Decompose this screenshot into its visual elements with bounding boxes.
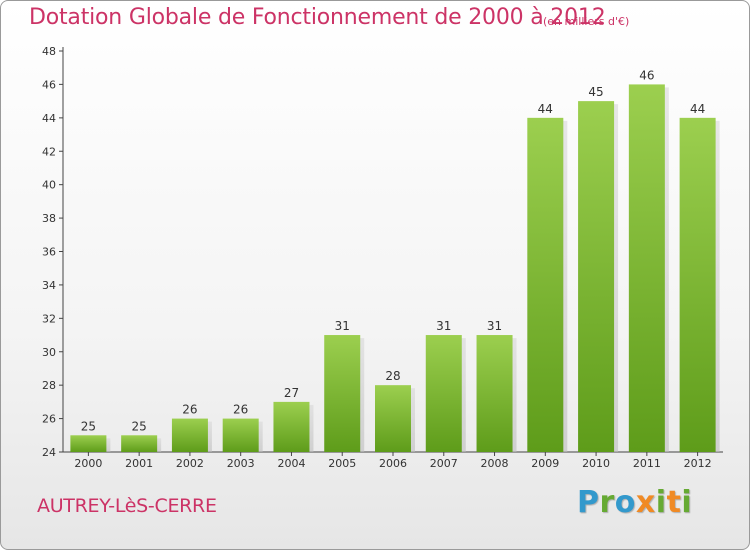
bar-value-label: 26	[233, 403, 248, 417]
bar-value-label: 46	[639, 68, 654, 82]
bar-2010	[578, 101, 615, 452]
x-tick-label: 2011	[633, 457, 661, 470]
bar-2002	[171, 418, 208, 452]
y-tick-label: 30	[42, 346, 56, 359]
brand-letter: i	[681, 485, 693, 520]
bar-value-label: 25	[81, 419, 96, 433]
bar-value-label: 28	[385, 369, 400, 383]
chart-bars: 25 25 26 26 27 31 28 31 31 44 45 46 44	[70, 68, 720, 453]
y-tick-label: 28	[42, 379, 56, 392]
x-tick-label: 2005	[328, 457, 356, 470]
y-tick-label: 26	[42, 413, 56, 426]
bar-value-label: 45	[588, 85, 603, 99]
x-tick-label: 2009	[531, 457, 559, 470]
x-tick-label: 2008	[481, 457, 509, 470]
x-tick-label: 2012	[684, 457, 712, 470]
brand-logo: Proxiti	[577, 485, 692, 520]
bar-value-label: 44	[690, 102, 705, 116]
bar-2012	[679, 117, 716, 452]
brand-letter: r	[599, 485, 615, 520]
x-tick-label: 2001	[125, 457, 153, 470]
chart-title: Dotation Globale de Fonctionnement de 20…	[29, 5, 606, 30]
brand-letter: i	[655, 485, 667, 520]
y-tick-label: 46	[42, 78, 56, 91]
x-tick-label: 2002	[176, 457, 204, 470]
y-tick-label: 34	[42, 279, 56, 292]
bar-2004	[273, 401, 310, 452]
bar-value-label: 31	[487, 319, 502, 333]
bar-2001	[121, 435, 158, 452]
brand-letter: P	[577, 485, 600, 520]
y-tick-label: 44	[42, 112, 56, 125]
brand-letter: x	[635, 485, 656, 520]
brand-letter: t	[666, 485, 682, 520]
bar-2000	[70, 435, 107, 452]
bar-value-label: 31	[335, 319, 350, 333]
bar-2008	[476, 335, 513, 452]
bar-value-label: 25	[132, 419, 147, 433]
bar-2007	[425, 335, 462, 452]
bar-2011	[628, 84, 665, 453]
y-tick-label: 38	[42, 212, 56, 225]
commune-name: AUTREY-LèS-CERRE	[37, 495, 217, 517]
x-tick-label: 2010	[582, 457, 610, 470]
y-tick-label: 36	[42, 246, 56, 259]
y-tick-label: 42	[42, 145, 56, 158]
x-tick-label: 2000	[74, 457, 102, 470]
y-tick-label: 32	[42, 312, 56, 325]
y-tick-label: 48	[42, 45, 56, 58]
y-tick-label: 40	[42, 179, 56, 192]
y-tick-label: 24	[42, 446, 56, 459]
chart-axes: 24 26 28 30 32 34 36 38 40 42 44 46 48 2000 2001 2002 20…	[42, 45, 723, 470]
bar-2005	[324, 335, 361, 452]
brand-letter: o	[614, 485, 636, 520]
bar-value-label: 27	[284, 386, 299, 400]
chart-subtitle: (en milliers d'€)	[543, 15, 630, 28]
bar-2009	[527, 117, 564, 452]
x-tick-label: 2004	[277, 457, 305, 470]
x-tick-label: 2003	[227, 457, 255, 470]
bar-value-label: 31	[436, 319, 451, 333]
bar-value-label: 44	[538, 102, 553, 116]
x-tick-label: 2006	[379, 457, 407, 470]
bar-2003	[222, 418, 259, 452]
x-tick-label: 2007	[430, 457, 458, 470]
bar-value-label: 26	[182, 403, 197, 417]
bar-2006	[375, 385, 411, 452]
